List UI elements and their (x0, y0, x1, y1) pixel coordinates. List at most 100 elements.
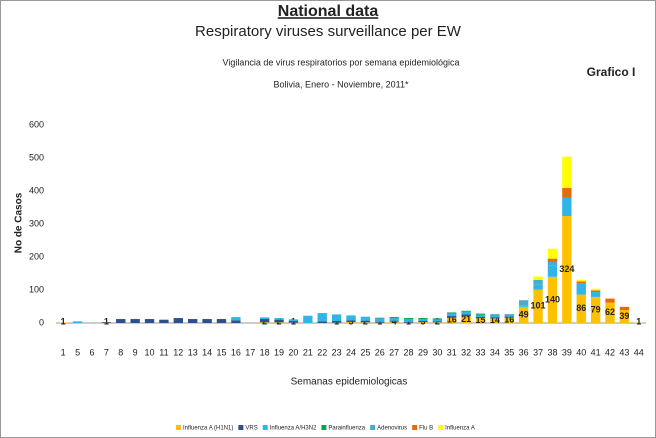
bar-segment (562, 197, 572, 217)
x-tick-label: 27 (389, 347, 399, 357)
bar-segment (259, 317, 270, 320)
bar-segment (231, 317, 241, 321)
bar-segment (288, 321, 299, 323)
bar-segment (360, 320, 371, 323)
x-tick-label: 26 (375, 347, 385, 357)
bar-segment (533, 289, 543, 323)
bar-segment (418, 319, 428, 322)
bar-segment (375, 318, 385, 322)
x-tick-label: 12 (173, 347, 183, 357)
bar-segment (605, 302, 615, 323)
bar-segment (173, 318, 183, 323)
x-tick-label: 23 (332, 347, 342, 357)
y-tick-label: 400 (29, 185, 44, 195)
bar-segment (360, 322, 371, 323)
data-label: 49 (519, 309, 529, 319)
bar-segment (389, 321, 399, 323)
bar-segment (461, 316, 471, 323)
bar-segment (274, 322, 284, 323)
annotation: Grafico I (587, 65, 636, 79)
bar-segment (418, 322, 428, 323)
bar-segment (346, 315, 356, 321)
x-tick-label: 33 (476, 347, 486, 357)
bar-segment (590, 290, 601, 292)
bar-segment (432, 319, 443, 322)
bar-segment (547, 261, 558, 266)
bar-segment (605, 298, 615, 303)
bar-segment (547, 258, 558, 262)
bar-segment (389, 317, 399, 319)
inner-title: Bolivia, Enero - Noviembre, 2011* (274, 79, 409, 89)
x-tick-label: 22 (317, 347, 327, 357)
x-tick-label: 39 (562, 347, 572, 357)
bar-segment (562, 216, 572, 323)
legend-label: Parainfluenza (328, 426, 365, 432)
bar-segment (504, 314, 514, 316)
bar-segment (475, 318, 486, 323)
bar-segment (519, 306, 529, 323)
y-tick-label: 300 (29, 218, 44, 228)
bar-segment (461, 314, 471, 317)
x-tick-label: 35 (504, 347, 514, 357)
x-tick-label: 18 (260, 347, 270, 357)
bar-segment (576, 294, 586, 323)
x-tick-label: 42 (605, 347, 615, 357)
data-label: 16 (447, 315, 457, 325)
bar-segment (432, 321, 443, 323)
data-label: 86 (576, 303, 586, 313)
data-label: 324 (559, 264, 574, 274)
data-label: 15 (476, 315, 486, 325)
bar-segment (475, 313, 486, 315)
data-label: 14 (490, 315, 500, 325)
bar-segment (331, 314, 342, 322)
bar-segment (389, 320, 399, 322)
legend-swatch (262, 425, 268, 430)
x-tick-label: 21 (303, 347, 313, 357)
bar-segment (562, 188, 572, 198)
bar-segment (504, 315, 514, 317)
chart-title: National data (278, 3, 379, 20)
bar-segment (403, 318, 414, 320)
x-tick-label: 31 (447, 347, 457, 357)
x-tick-label: 36 (519, 347, 529, 357)
bar-segment (317, 321, 327, 323)
bar-segment (72, 321, 83, 323)
legend-label: Influenza A (445, 426, 475, 432)
bar-segment (461, 310, 471, 312)
x-axis-label: Semanas epidemiologicas (291, 377, 408, 388)
x-tick-label: 32 (461, 347, 471, 357)
x-tick-label: 24 (346, 347, 356, 357)
bar-segment (188, 319, 198, 323)
bar-segment (619, 310, 630, 323)
bar-segment (475, 315, 486, 318)
data-label: 16 (504, 315, 514, 325)
bar-segment (346, 322, 356, 323)
data-label: 1 (104, 316, 109, 326)
bar-segment (519, 305, 529, 307)
legend-swatch (438, 425, 444, 430)
bar-segment (432, 318, 443, 320)
bar-segment (116, 319, 126, 323)
x-tick-label: 43 (619, 347, 629, 357)
x-tick-label: 44 (634, 347, 644, 357)
x-tick-label: 17 (245, 347, 255, 357)
bar-segment (576, 283, 586, 295)
bar-segment (461, 311, 471, 315)
bar-segment (375, 317, 385, 319)
x-tick-label: 19 (274, 347, 284, 357)
legend-swatch (321, 425, 327, 430)
y-axis-label: No de Casos (14, 192, 25, 253)
legend-label: Adenovirus (377, 426, 407, 432)
data-label: 79 (591, 304, 601, 314)
bar-segment (533, 284, 543, 290)
x-tick-label: 41 (591, 347, 601, 357)
x-tick-label: 38 (547, 347, 557, 357)
x-tick-label: 30 (432, 347, 442, 357)
bar-segment (216, 319, 227, 323)
bar-segment (447, 313, 457, 317)
bar-segment (504, 317, 514, 323)
bar-segment (159, 319, 169, 323)
bar-segment (231, 320, 241, 323)
x-tick-label: 5 (75, 347, 80, 357)
bar-segment (576, 281, 586, 284)
